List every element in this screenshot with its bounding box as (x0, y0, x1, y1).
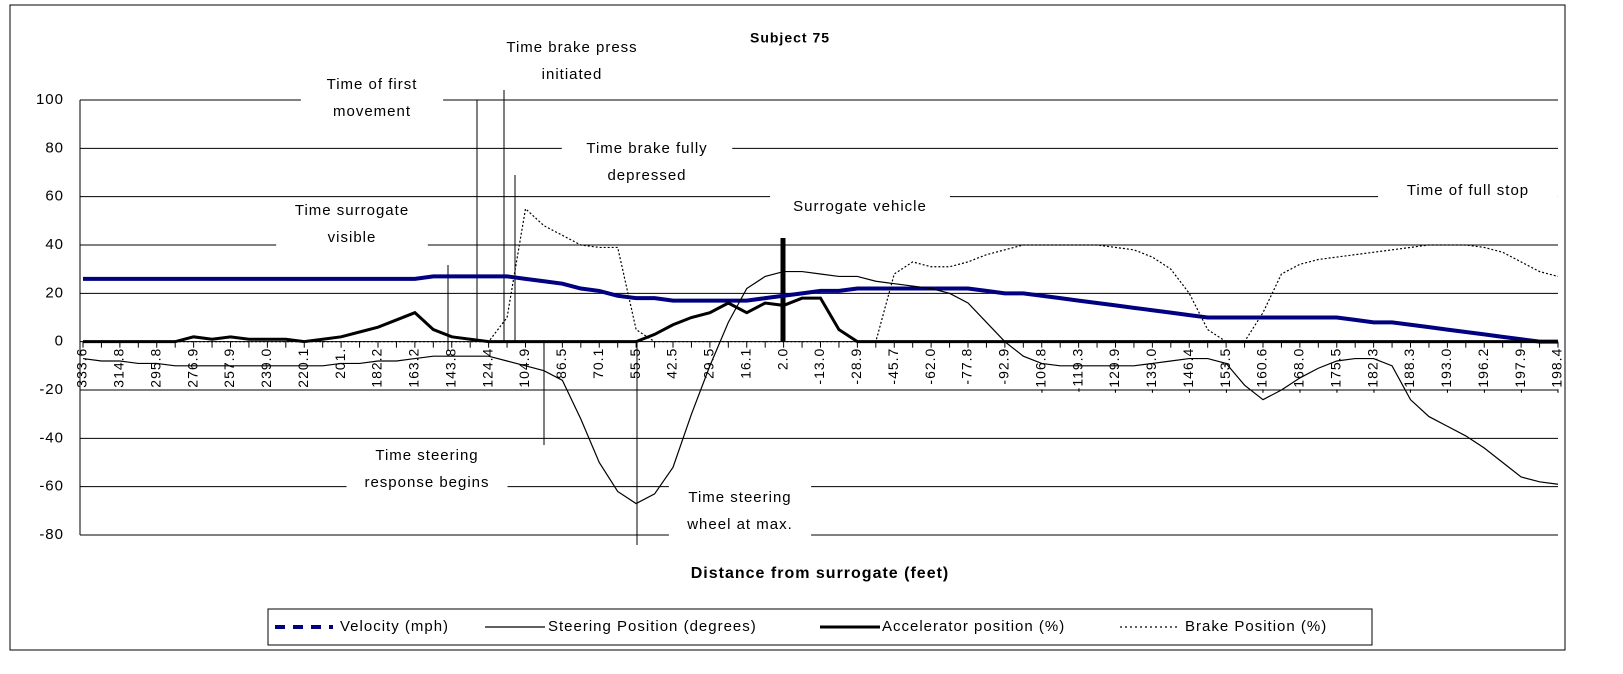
series-line (83, 207, 1559, 343)
x-tick-label: -129.9 (1106, 348, 1122, 394)
annotation: Time steering (688, 489, 791, 506)
x-tick-label: -182.3 (1364, 348, 1380, 394)
x-tick-label: -92.9 (996, 348, 1012, 385)
annotation: wheel at max. (686, 516, 793, 533)
x-tick-label: -196.2 (1475, 348, 1491, 394)
annotation: Time steering (375, 447, 478, 464)
x-tick-label: 104.9 (516, 348, 532, 388)
annotation: depressed (607, 167, 686, 184)
annotation: Time brake fully (586, 140, 707, 157)
x-tick-label: -146.4 (1180, 348, 1196, 394)
legend-label: Brake Position (%) (1185, 618, 1327, 635)
legend-label: Steering Position (degrees) (548, 618, 757, 635)
chart-frame (9, 4, 1566, 651)
x-tick-label: -175.5 (1327, 348, 1343, 394)
x-tick-label: -188.3 (1401, 348, 1417, 394)
y-tick-label: 40 (45, 236, 64, 253)
x-tick-label: 220.1 (295, 348, 311, 388)
x-tick-label: 314.8 (111, 348, 127, 388)
x-tick-label: 182.2 (369, 348, 385, 388)
series-line (82, 270, 1559, 505)
chart-title: Subject 75 (750, 30, 830, 46)
y-tick-label: -40 (39, 429, 64, 446)
x-tick-label: 16.1 (737, 348, 753, 379)
y-tick-label: -20 (39, 381, 64, 398)
x-axis-title: Distance from surrogate (feet) (691, 565, 950, 582)
annotation: initiated (542, 66, 603, 83)
x-tick-label: 163.2 (406, 348, 422, 388)
legend-label: Velocity (mph) (340, 618, 449, 635)
x-tick-label: 70.1 (590, 348, 606, 379)
x-tick-label: -62.0 (922, 348, 938, 385)
x-tick-label: 276.9 (184, 348, 200, 388)
y-tick-label: 60 (45, 188, 64, 205)
annotation: Time surrogate (295, 202, 409, 219)
x-tick-label: -193.0 (1438, 348, 1454, 394)
annotation: movement (333, 103, 411, 120)
annotation-box (300, 73, 444, 127)
y-tick-label: 100 (36, 91, 64, 108)
x-tick-label: -119.3 (1069, 348, 1085, 393)
x-tick-label: 295.8 (147, 348, 163, 388)
x-tick-label: 143.8 (442, 348, 458, 388)
annotation-box (276, 199, 428, 253)
annotation: Time brake press (506, 39, 637, 56)
x-tick-label: -28.9 (848, 348, 864, 385)
x-tick-label: -13.0 (811, 348, 827, 385)
annotation: response begins (364, 474, 489, 491)
annotation: Surrogate vehicle (793, 198, 927, 215)
y-tick-label: 20 (45, 284, 64, 301)
x-tick-label: -106.8 (1032, 348, 1048, 394)
x-tick-label: -197.9 (1512, 348, 1528, 394)
annotation-box (346, 444, 508, 498)
x-tick-label: 2.0 (774, 348, 790, 370)
x-tick-label: -153.5 (1217, 348, 1233, 394)
annotation-box (561, 137, 733, 191)
x-tick-label: -168.0 (1291, 348, 1307, 394)
x-tick-label: 124.4 (479, 348, 495, 388)
annotation-box (770, 195, 950, 222)
annotation-box (486, 36, 658, 90)
annotation: Time of first (327, 76, 418, 93)
x-tick-label: 333.6 (74, 348, 90, 388)
x-tick-label: -45.7 (885, 348, 901, 385)
series-line (83, 274, 1558, 344)
x-tick-label: 55.5 (627, 348, 643, 379)
series-line (83, 296, 1558, 344)
x-tick-label: -139.0 (1143, 348, 1159, 394)
x-tick-label: 86.5 (553, 348, 569, 379)
x-tick-label: 29.5 (701, 348, 717, 379)
annotation-box (1378, 179, 1558, 206)
x-tick-label: 42.5 (664, 348, 680, 379)
x-tick-label: -160.6 (1254, 348, 1270, 394)
y-tick-label: -60 (39, 478, 64, 495)
x-tick-label: -198.4 (1549, 348, 1565, 394)
y-tick-label: -80 (39, 526, 64, 543)
annotation: visible (328, 229, 377, 246)
legend-label: Accelerator position (%) (882, 618, 1065, 635)
annotation: Time of full stop (1407, 182, 1529, 199)
annotation-box (668, 486, 812, 540)
x-tick-label: -77.8 (959, 348, 975, 385)
y-tick-label: 0 (55, 333, 64, 350)
x-tick-label: 239.0 (258, 348, 274, 388)
y-tick-label: 80 (45, 139, 64, 156)
x-tick-label: 257.9 (221, 348, 237, 388)
